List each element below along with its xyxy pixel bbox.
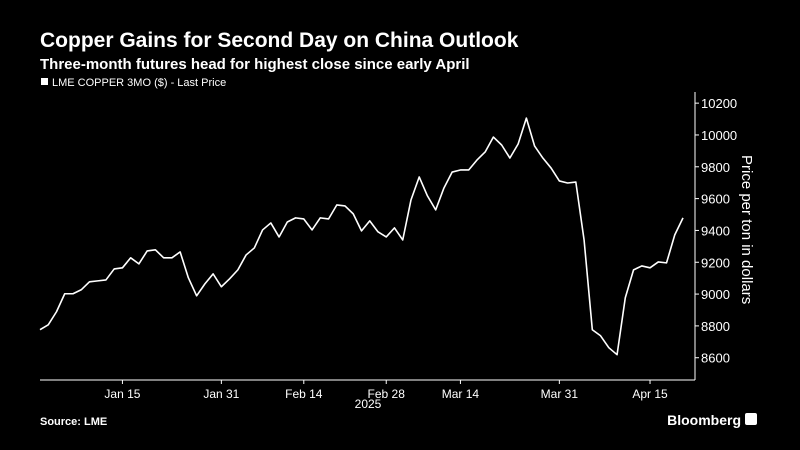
price-line [39,117,684,356]
brand-icon [745,413,757,425]
x-tick-label: Mar 31 [541,387,579,401]
brand: Bloomberg [667,412,741,428]
chart-subtitle: Three-month futures head for highest clo… [40,56,470,73]
y-tick-label: 9400 [701,223,730,238]
legend-label: LME COPPER 3MO ($) - Last Price [52,77,226,89]
x-tick-label: Apr 15 [632,387,668,401]
x-tick-label: Jan 31 [203,387,239,401]
x-tick-label: Feb 28 [368,387,406,401]
y-tick-label: 9600 [701,192,730,207]
y-tick-label: 10000 [701,128,737,143]
x-tick-label: Mar 14 [442,387,480,401]
x-tick-label: Jan 15 [104,387,140,401]
source: Source: LME [40,416,107,428]
x-tick-label: Feb 14 [285,387,323,401]
y-tick-label: 9200 [701,255,730,270]
y-axis-label: Price per ton in dollars [738,155,755,304]
y-tick-label: 9800 [701,160,730,175]
y-tick-label: 10200 [701,96,737,111]
x-year-label: 2025 [355,397,382,411]
y-tick-label: 8600 [701,351,730,366]
y-tick-label: 9000 [701,287,730,302]
chart-title: Copper Gains for Second Day on China Out… [40,29,519,52]
y-tick-label: 8800 [701,319,730,334]
legend-swatch [41,78,48,85]
